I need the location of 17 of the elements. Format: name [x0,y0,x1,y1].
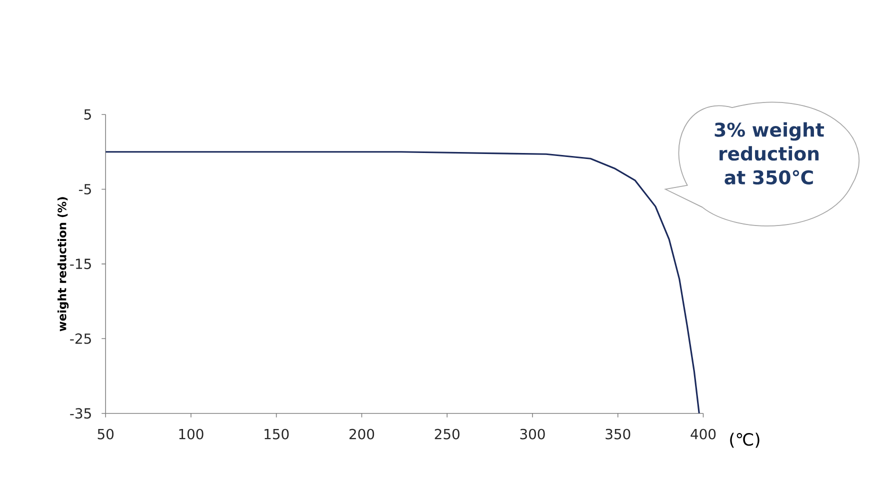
x-tick-label: 50 [98,428,114,440]
x-tick-label: 150 [264,428,289,440]
x-tick-label: 100 [179,428,204,440]
x-tick-label: 200 [349,428,374,440]
y-tick-label: -15 [70,258,91,270]
y-tick-label: -5 [78,184,91,194]
x-tick-label: 300 [520,428,545,440]
y-axis-title: weight reduction (%) [57,197,69,332]
y-tick-label: -35 [70,408,91,419]
line-series [106,151,700,414]
x-tick-label: 250 [434,428,460,440]
x-axis-title: (℃) [730,432,760,448]
text: 3% weight reduction at 350℃ [714,122,824,184]
x-tick-label: 350 [606,428,630,440]
y-tick-label: -25 [70,333,91,344]
x-tick-label: 400 [690,428,716,440]
y-tick-label: 5 [84,109,91,120]
